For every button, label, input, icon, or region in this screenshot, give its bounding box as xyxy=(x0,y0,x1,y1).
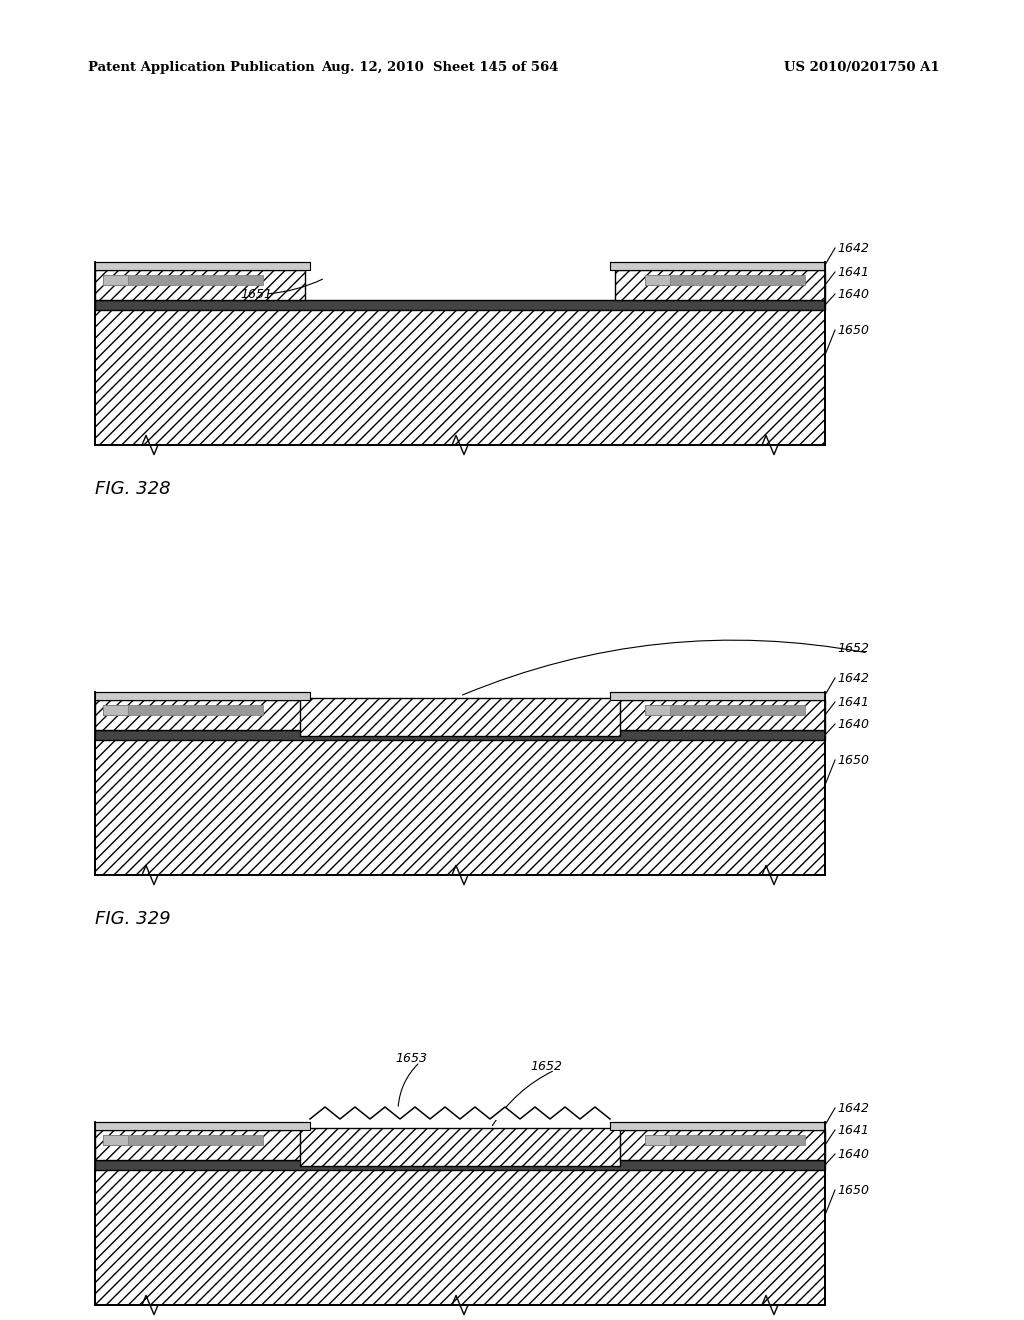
Bar xyxy=(103,1135,128,1144)
Bar xyxy=(645,275,670,285)
Text: 1642: 1642 xyxy=(837,1101,869,1114)
Text: 1642: 1642 xyxy=(837,672,869,685)
Bar xyxy=(95,271,305,300)
Bar xyxy=(610,1122,825,1130)
Bar xyxy=(305,271,615,300)
Bar xyxy=(103,275,128,285)
Text: FIG. 329: FIG. 329 xyxy=(95,909,171,928)
Bar xyxy=(95,310,825,445)
Bar xyxy=(300,698,620,737)
Text: 1650: 1650 xyxy=(837,754,869,767)
Text: 1650: 1650 xyxy=(837,323,869,337)
Text: 1651: 1651 xyxy=(240,289,272,301)
Text: 1640: 1640 xyxy=(837,1147,869,1160)
Bar xyxy=(103,1135,263,1144)
Text: FIG. 328: FIG. 328 xyxy=(95,480,171,498)
Bar xyxy=(645,1135,670,1144)
Text: 1640: 1640 xyxy=(837,718,869,730)
Text: 1652: 1652 xyxy=(530,1060,562,1072)
Bar xyxy=(95,730,825,741)
Bar xyxy=(95,1130,305,1160)
Bar xyxy=(95,1170,825,1305)
Bar xyxy=(300,1129,620,1166)
Bar xyxy=(610,261,825,271)
Text: 1642: 1642 xyxy=(837,242,869,255)
Text: 1641: 1641 xyxy=(837,1123,869,1137)
Bar xyxy=(103,705,128,715)
Text: 1640: 1640 xyxy=(837,288,869,301)
Text: 1641: 1641 xyxy=(837,696,869,709)
Bar xyxy=(95,1122,310,1130)
Bar xyxy=(610,692,825,700)
Text: 1641: 1641 xyxy=(837,265,869,279)
Bar xyxy=(103,705,263,715)
Bar xyxy=(615,1130,825,1160)
Bar xyxy=(95,1160,825,1170)
Text: Patent Application Publication: Patent Application Publication xyxy=(88,62,314,74)
Text: 1652: 1652 xyxy=(837,642,869,655)
Text: 1650: 1650 xyxy=(837,1184,869,1196)
Bar xyxy=(645,705,670,715)
Bar xyxy=(645,705,805,715)
Bar xyxy=(95,741,825,875)
Bar xyxy=(615,271,825,300)
Text: US 2010/0201750 A1: US 2010/0201750 A1 xyxy=(784,62,940,74)
Text: Aug. 12, 2010  Sheet 145 of 564: Aug. 12, 2010 Sheet 145 of 564 xyxy=(322,62,559,74)
Polygon shape xyxy=(310,1107,610,1119)
Bar xyxy=(95,300,825,310)
Bar xyxy=(645,1135,805,1144)
Bar xyxy=(95,700,305,730)
Bar xyxy=(645,275,805,285)
Bar xyxy=(615,700,825,730)
Bar xyxy=(103,275,263,285)
Text: 1653: 1653 xyxy=(395,1052,427,1064)
Bar xyxy=(95,692,310,700)
Bar xyxy=(95,261,310,271)
